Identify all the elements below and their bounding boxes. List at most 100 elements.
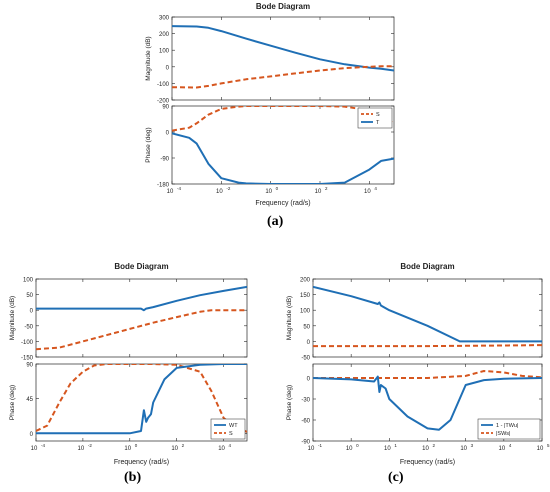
y-tick-label: -90 xyxy=(160,157,169,163)
y-tick-label: -50 xyxy=(301,356,310,362)
y-tick-label: 200 xyxy=(300,278,311,284)
y-axis-label: Phase (deg) xyxy=(9,385,16,420)
x-tick-label: 10 xyxy=(315,189,322,195)
y-tick-label: -50 xyxy=(24,324,33,330)
chart-title: Bode Diagram xyxy=(114,262,168,271)
caption-a: (a) xyxy=(267,214,284,229)
x-tick-label: 10 xyxy=(460,446,467,452)
x-tick-label: 10 xyxy=(124,446,131,452)
y-axis-label: Magnitude (dB) xyxy=(9,296,16,340)
x-tick-exponent: -2 xyxy=(226,186,230,191)
chart-title: Bode Diagram xyxy=(256,2,310,11)
series-line-SW xyxy=(313,344,542,348)
y-tick-label: 0 xyxy=(307,340,311,346)
y-tick-label: -100 xyxy=(21,340,34,346)
y-tick-label: -180 xyxy=(157,183,170,189)
legend-box xyxy=(210,418,246,440)
legend: WT S xyxy=(210,418,246,440)
x-tick-label: 10 xyxy=(537,446,544,452)
series-line-T xyxy=(172,25,394,72)
chart-title: Bode Diagram xyxy=(400,262,454,271)
legend-label: WT xyxy=(229,423,238,429)
x-tick-exponent: 4 xyxy=(374,186,377,191)
y-tick-label: 150 xyxy=(300,293,311,299)
series-line-WT xyxy=(36,364,247,435)
x-tick-exponent: 5 xyxy=(547,443,550,448)
y-tick-label: -30 xyxy=(301,398,310,404)
plot-area xyxy=(171,105,395,185)
x-tick-label: 10 xyxy=(78,446,85,452)
panel-magnitude: -150 -100 -50 0 50 100 Magnitude (dB) xyxy=(9,278,248,362)
y-tick-label: -90 xyxy=(301,440,310,446)
x-tick-label: 10 xyxy=(31,446,38,452)
y-tick-label: 50 xyxy=(26,293,33,299)
x-axis-label: Frequency (rad/s) xyxy=(114,459,169,466)
x-axis-label: Frequency (rad/s) xyxy=(255,200,310,207)
y-tick-label: 0 xyxy=(307,377,311,383)
series-line-S xyxy=(172,106,394,132)
y-tick-label: 0 xyxy=(30,432,34,438)
y-tick-label: 0 xyxy=(166,65,170,71)
x-tick-label: 10 xyxy=(167,189,174,195)
y-tick-label: -100 xyxy=(157,82,170,88)
x-tick-label: 10 xyxy=(308,446,315,452)
x-tick-label: 10 xyxy=(498,446,505,452)
caption-c: (c) xyxy=(388,470,404,485)
legend-box xyxy=(477,418,541,440)
y-axis-label: Magnitude (dB) xyxy=(286,296,293,340)
legend-label: S xyxy=(229,431,233,437)
y-axis-label: Phase (deg) xyxy=(286,385,293,420)
plot-area xyxy=(312,278,543,358)
x-tick-exponent: 4 xyxy=(229,443,232,448)
y-tick-label: 50 xyxy=(303,324,310,330)
x-tick-exponent: -1 xyxy=(318,443,322,448)
x-tick-label: 10 xyxy=(216,189,223,195)
y-tick-label: 100 xyxy=(300,309,311,315)
series-line-SW xyxy=(313,370,542,379)
x-tick-exponent: 2 xyxy=(433,443,436,448)
x-tick-exponent: 0 xyxy=(276,186,279,191)
x-tick-exponent: -4 xyxy=(41,443,45,448)
x-tick-label: 10 xyxy=(384,446,391,452)
legend: 1 - |TWu| |SWs| xyxy=(477,418,541,440)
x-tick-exponent: 2 xyxy=(182,443,185,448)
caption-b: (b) xyxy=(124,470,142,485)
x-tick-exponent: 0 xyxy=(135,443,138,448)
legend: ST xyxy=(357,107,393,129)
series-line-S xyxy=(172,65,394,89)
y-tick-label: 45 xyxy=(26,397,33,403)
x-tick-exponent: 3 xyxy=(471,443,474,448)
panel-magnitude: -50 0 50 100 150 200 Magnitude (dB) xyxy=(286,278,543,362)
x-tick-exponent: -4 xyxy=(177,186,181,191)
series-line-T xyxy=(172,132,394,184)
x-tick-label: 10 xyxy=(422,446,429,452)
y-tick-label: 90 xyxy=(26,363,33,369)
y-tick-label: 300 xyxy=(159,16,170,22)
x-tick-label: 10 xyxy=(364,189,371,195)
legend-box xyxy=(357,107,393,129)
legend-label: S xyxy=(376,112,380,118)
y-tick-label: 100 xyxy=(159,49,170,55)
series-line-TW xyxy=(313,375,542,431)
series-line-S xyxy=(36,309,247,351)
y-tick-label: -150 xyxy=(21,356,34,362)
y-tick-label: 90 xyxy=(162,105,169,111)
x-axis-label: Frequency (rad/s) xyxy=(400,459,455,466)
x-tick-label: 10 xyxy=(346,446,353,452)
legend-label: |SWs| xyxy=(496,431,510,437)
y-tick-label: -60 xyxy=(301,419,310,425)
x-tick-exponent: 0 xyxy=(356,443,359,448)
y-axis-label: Phase (deg) xyxy=(145,127,152,162)
plot-area xyxy=(171,16,395,101)
x-tick-exponent: 1 xyxy=(394,443,397,448)
legend-label: T xyxy=(376,120,380,126)
series-line-WT xyxy=(36,285,247,312)
series-line-TW xyxy=(313,285,542,343)
panel-magnitude: -200 -100 0 100 200 300 Magnitude (dB) xyxy=(145,16,395,105)
